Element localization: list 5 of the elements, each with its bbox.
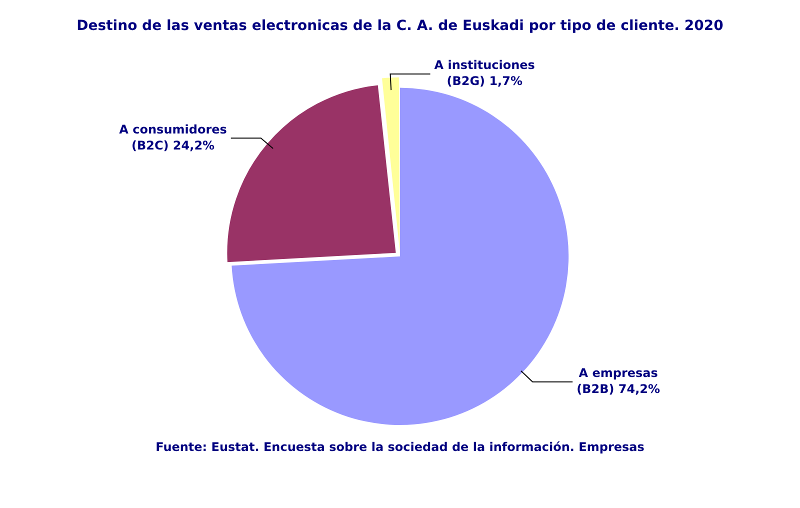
source-note: Fuente: Eustat. Encuesta sobre la sociedad de la información. Empresas	[154, 440, 646, 454]
slice-label: A consumidores (B2C) 24,2%	[119, 122, 227, 152]
chart-title: Destino de las ventas electronicas de la C. A. de Euskadi por tipo de cliente. 2020	[76, 18, 724, 34]
slice-label: A instituciones (B2G) 1,7%	[434, 58, 535, 88]
slice-label: A empresas (B2B) 74,2%	[576, 366, 660, 396]
